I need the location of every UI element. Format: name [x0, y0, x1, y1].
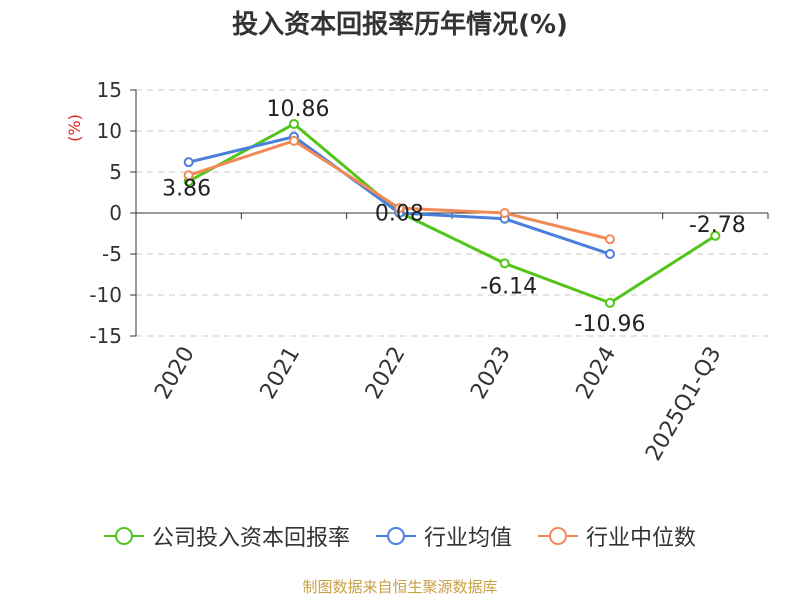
data-label: -2.78: [689, 213, 746, 238]
data-label: -6.14: [480, 274, 537, 299]
legend-item-company[interactable]: 公司投入资本回报率: [103, 520, 350, 552]
data-label: 0.08: [375, 201, 424, 226]
y-tick-label: 10: [97, 119, 122, 143]
line-chart: 15 10 5 0 -5 -10 -15 (%) 2020 2021 2022 2023 2024 202…: [65, 78, 769, 466]
y-tick-label: -15: [89, 324, 122, 348]
data-label: 10.86: [267, 97, 330, 122]
data-label: 3.86: [162, 176, 211, 201]
y-tick-label: 5: [109, 160, 122, 184]
legend-label-industry-median: 行业中位数: [586, 526, 697, 551]
data-point-0: [289, 118, 299, 129]
data-point-2: [183, 170, 194, 181]
x-category-label: 2023: [466, 342, 516, 403]
legend-label-industry-mean: 行业均值: [423, 526, 512, 551]
data-point-2: [499, 208, 510, 218]
y-tick-label: -5: [102, 242, 122, 266]
data-point-0: [499, 258, 510, 269]
data-source-note: 制图数据来自恒生聚源数据库: [302, 578, 498, 596]
legend-marker-green: [103, 527, 144, 545]
chart-title: 投入资本回报率历年情况(%): [232, 10, 568, 40]
legend-item-industry-median[interactable]: 行业中位数: [538, 520, 696, 552]
series-line-0: [187, 122, 717, 305]
legend-marker-orange: [538, 527, 578, 545]
y-axis-unit-label: (%): [65, 114, 84, 142]
data-point-1: [605, 249, 615, 259]
y-tick-label: 0: [109, 201, 122, 225]
y-tick-label: -10: [89, 283, 122, 307]
legend-marker-blue: [375, 527, 416, 545]
data-point-0: [710, 230, 721, 241]
x-category-label: 2022: [361, 343, 411, 404]
data-point-2: [605, 234, 615, 245]
x-category-label: 2020: [150, 343, 200, 404]
legend-item-industry-mean[interactable]: 行业均值: [375, 520, 512, 552]
x-category-label: 2024: [572, 343, 622, 404]
data-label: -10.96: [575, 312, 646, 337]
legend-label-company: 公司投入资本回报率: [151, 526, 350, 551]
data-point-1: [183, 157, 194, 168]
legend: 公司投入资本回报率 行业均值 行业中位数: [0, 520, 800, 552]
x-category-label: 2021: [256, 343, 306, 404]
data-point-2: [289, 135, 299, 146]
y-tick-label: 15: [97, 78, 122, 102]
data-point-0: [605, 297, 615, 308]
data-point-2: [394, 203, 405, 214]
x-category-label: 2025Q1-Q3: [641, 343, 726, 466]
